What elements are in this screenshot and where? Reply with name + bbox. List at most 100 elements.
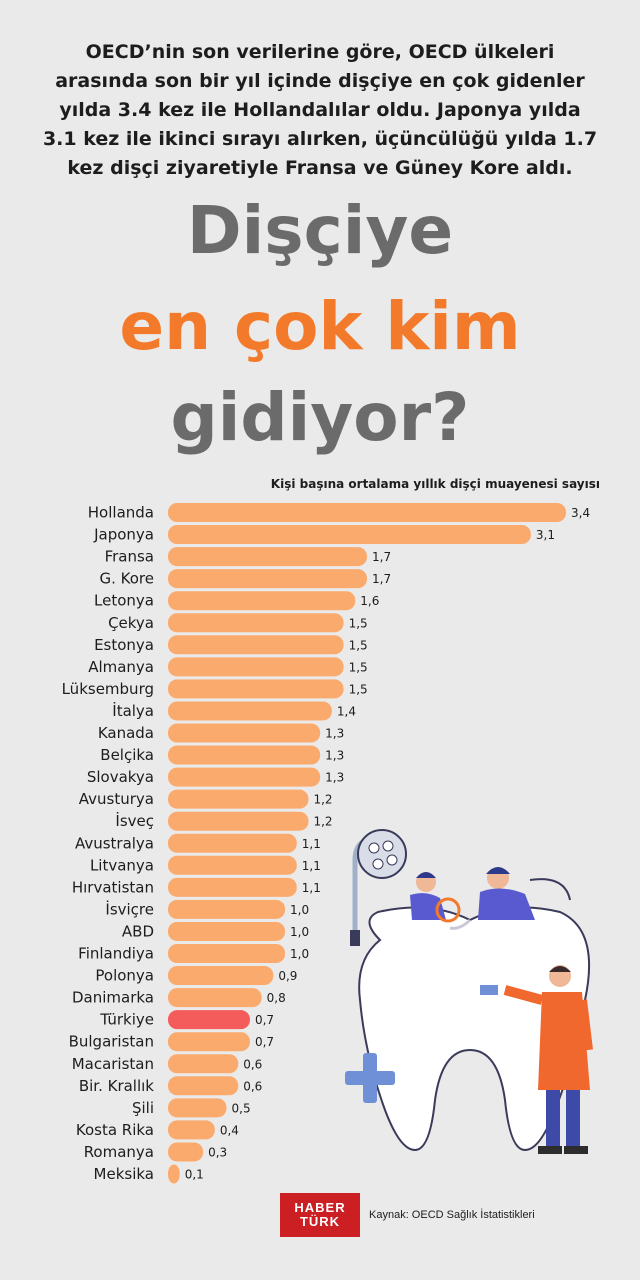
bar — [168, 1076, 239, 1096]
value-label: 0,5 — [232, 1101, 251, 1115]
title-line-2: en çok kim — [119, 288, 521, 365]
bar — [168, 591, 356, 611]
category-label: Hollanda — [88, 504, 154, 522]
bar — [168, 966, 274, 986]
category-label: Avusturya — [79, 790, 154, 808]
bar — [168, 745, 321, 765]
bar — [168, 613, 344, 633]
category-label: Almanya — [88, 658, 154, 676]
bar — [168, 701, 332, 721]
value-label: 1,5 — [349, 616, 368, 630]
value-label: 1,0 — [290, 925, 309, 939]
bar — [168, 657, 344, 677]
category-label: Danimarka — [72, 989, 154, 1007]
category-label: G. Kore — [100, 570, 155, 588]
value-label: 1,5 — [349, 638, 368, 652]
value-label: 0,4 — [220, 1123, 239, 1137]
value-label: 1,3 — [325, 749, 344, 763]
value-label: 0,3 — [208, 1145, 227, 1159]
title-line-3: gidiyor? — [170, 379, 470, 456]
bar — [168, 833, 297, 853]
bar — [168, 723, 321, 743]
dentist-right-figure — [478, 867, 571, 920]
category-label: Lüksemburg — [62, 680, 154, 698]
bar — [168, 679, 344, 699]
category-label: Polonya — [95, 967, 154, 985]
category-label: Avustralya — [75, 834, 154, 852]
category-label: Japonya — [93, 526, 154, 544]
bar — [168, 1010, 250, 1030]
bar — [168, 569, 367, 589]
value-label: 1,7 — [372, 550, 391, 564]
category-label: ABD — [122, 922, 154, 940]
value-label: 1,7 — [372, 572, 391, 586]
value-label: 1,3 — [325, 771, 344, 785]
category-label: Romanya — [84, 1143, 154, 1161]
value-label: 1,4 — [337, 704, 356, 718]
bar — [168, 635, 344, 655]
value-label: 1,1 — [302, 881, 321, 895]
bar — [168, 988, 262, 1008]
value-label: 1,5 — [349, 682, 368, 696]
value-label: 1,0 — [290, 903, 309, 917]
bar — [168, 547, 367, 567]
bar — [168, 1032, 250, 1052]
title-line-1: Dişçiye — [186, 192, 454, 269]
value-label: 0,1 — [185, 1168, 204, 1182]
bar — [168, 811, 309, 831]
bar-chart: Hollanda 3,4 Japonya 3,1 Fransa 1,7 G. Kore 1,7… — [62, 503, 590, 1184]
bar — [168, 789, 309, 809]
bar — [168, 877, 297, 897]
logo-line-2: TÜRK — [299, 1214, 341, 1229]
bar — [168, 855, 297, 875]
category-label: Kosta Rika — [76, 1121, 154, 1139]
value-label: 0,8 — [267, 991, 286, 1005]
category-label: Hırvatistan — [72, 878, 154, 896]
category-label: Belçika — [100, 746, 154, 764]
category-label: Fransa — [105, 548, 154, 566]
bar — [168, 525, 531, 545]
category-label: Estonya — [94, 636, 154, 654]
value-label: 1,6 — [360, 594, 379, 608]
category-label: İsveç — [115, 811, 154, 830]
bar — [168, 503, 566, 522]
surgical-lamp-icon — [350, 829, 407, 946]
category-label: Çekya — [108, 614, 154, 632]
category-label: İsviçre — [105, 899, 154, 918]
bar — [168, 944, 286, 963]
dentist-standing-figure — [480, 965, 593, 1154]
bar — [168, 1054, 239, 1074]
value-label: 0,7 — [255, 1035, 274, 1049]
value-label: 1,2 — [313, 793, 332, 807]
value-label: 3,4 — [571, 506, 590, 520]
category-label: Şili — [132, 1099, 154, 1117]
bar — [168, 1164, 180, 1184]
value-label: 1,0 — [290, 947, 309, 961]
value-label: 0,9 — [278, 969, 297, 983]
category-label: Meksika — [94, 1165, 154, 1183]
category-label: Kanada — [98, 724, 154, 742]
value-label: 1,1 — [302, 859, 321, 873]
value-label: 0,6 — [243, 1079, 262, 1093]
category-label: Litvanya — [90, 856, 154, 874]
intro-text: OECD’nin son verilerine göre, OECD ülkel… — [42, 41, 598, 179]
bar — [168, 767, 321, 787]
category-label: Bir. Krallık — [79, 1077, 154, 1095]
bar — [168, 1142, 204, 1162]
value-label: 0,6 — [243, 1057, 262, 1071]
chart-subtitle: Kişi başına ortalama yıllık dişçi muayen… — [270, 477, 600, 491]
footer: HABER TÜRK Kaynak: OECD Sağlık İstatisti… — [280, 1193, 535, 1237]
source-text: Kaynak: OECD Sağlık İstatistikleri — [369, 1209, 535, 1221]
value-label: 1,5 — [349, 660, 368, 674]
bar — [168, 1120, 215, 1140]
bar — [168, 921, 286, 941]
category-label: Finlandiya — [78, 945, 154, 963]
bar — [168, 899, 286, 919]
category-label: Macaristan — [72, 1055, 154, 1073]
medical-plus-icon — [345, 1053, 395, 1103]
category-label: Bulgaristan — [69, 1033, 154, 1051]
value-label: 1,2 — [313, 815, 332, 829]
haberturk-logo: HABER TÜRK — [280, 1193, 360, 1237]
value-label: 1,1 — [302, 837, 321, 851]
value-label: 0,7 — [255, 1013, 274, 1027]
